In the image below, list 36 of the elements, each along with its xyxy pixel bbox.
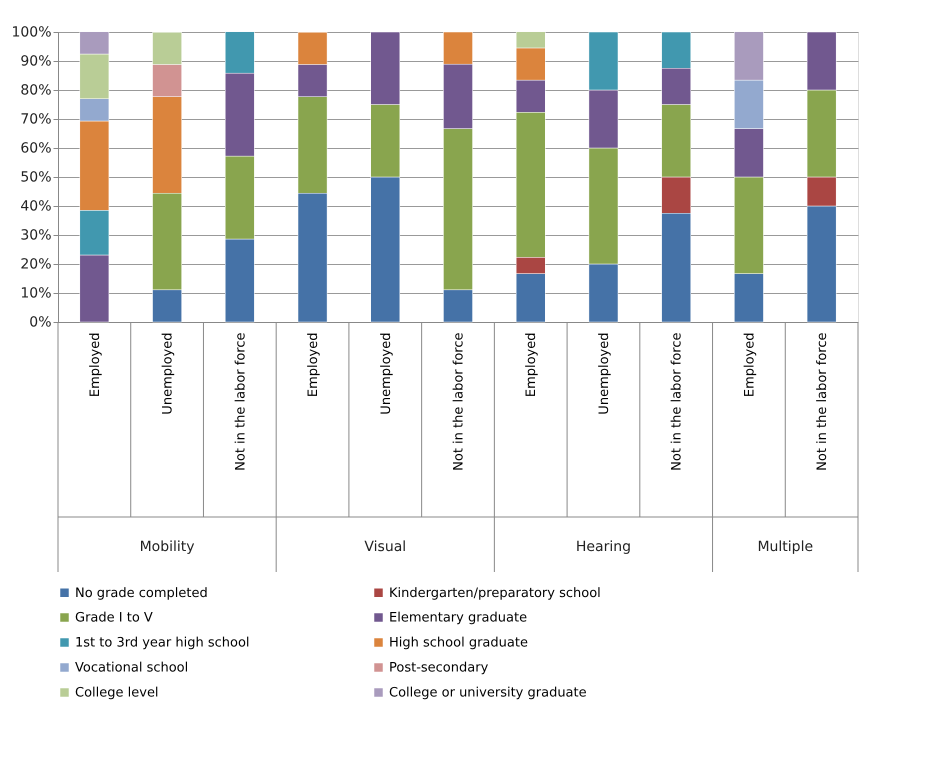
text: Hearing: [576, 539, 632, 555]
x-tick-label: Employed: [524, 332, 540, 398]
y-tick-label: 70%: [20, 112, 52, 128]
x-tick-label: Not in the labor force: [452, 332, 466, 471]
y-tick-label: 30%: [20, 228, 52, 244]
x-tick-label: Unemployed: [596, 332, 612, 415]
y-tick-label: 60%: [20, 140, 52, 156]
x-tick-label: Not in the labor force: [233, 332, 248, 471]
legend-label: Grade I to V: [75, 610, 153, 626]
y-tick-label: 50%: [20, 170, 52, 186]
legend-label: 1st to 3rd year high school: [75, 636, 250, 650]
y-tick-label: 20%: [20, 256, 52, 272]
x-tick-label: Unemployed: [378, 332, 394, 415]
legend-label: College or university graduate: [389, 686, 587, 700]
text: Multiple: [757, 539, 814, 555]
x-tick-label: Unemployed: [160, 332, 176, 415]
legend-label: Vocational school: [75, 660, 188, 676]
legend-label: High school graduate: [389, 636, 528, 650]
legend-label: No grade completed: [75, 586, 208, 601]
legend-label: College level: [75, 686, 159, 700]
y-tick-label: 100%: [11, 24, 52, 40]
legend-label: Elementary graduate: [389, 610, 528, 626]
x-tick-label: Employed: [742, 332, 758, 398]
x-tick-label: Employed: [306, 332, 322, 398]
y-tick-label: 0%: [29, 314, 52, 330]
text: Visual: [364, 539, 406, 555]
y-tick-label: 40%: [20, 198, 52, 214]
x-tick-label: Employed: [88, 332, 103, 398]
text: Mobility: [140, 539, 195, 555]
y-tick-label: 90%: [20, 54, 52, 70]
y-tick-label: 10%: [20, 286, 52, 302]
legend-label: Kindergarten/preparatory school: [389, 586, 601, 601]
x-tick-label: Not in the labor force: [670, 332, 685, 471]
y-tick-label: 80%: [20, 82, 52, 98]
legend-label: Post-secondary: [389, 660, 489, 676]
x-tick-label: Not in the labor force: [815, 332, 830, 471]
